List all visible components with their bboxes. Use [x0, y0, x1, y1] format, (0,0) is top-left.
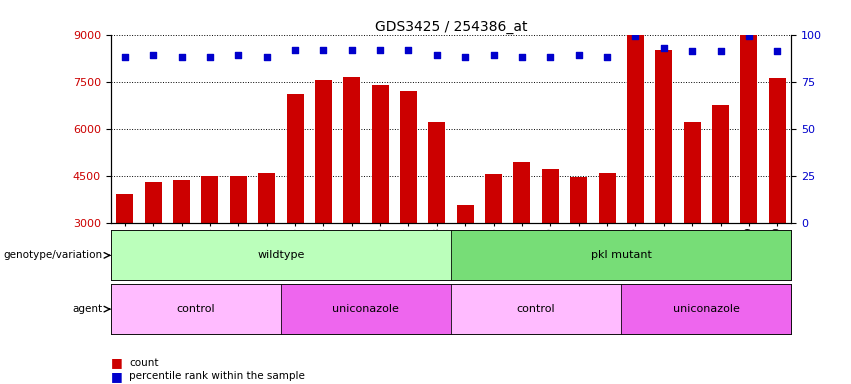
Bar: [712, 105, 729, 223]
Bar: [111, 284, 281, 334]
Bar: [451, 284, 621, 334]
Bar: [598, 172, 615, 223]
Point: [459, 54, 472, 60]
Bar: [740, 35, 757, 223]
Bar: [117, 195, 134, 223]
Text: ■: ■: [111, 370, 123, 383]
Point: [515, 54, 528, 60]
Bar: [287, 94, 304, 223]
Text: uniconazole: uniconazole: [673, 304, 740, 314]
Point: [657, 45, 671, 51]
Point: [572, 52, 585, 58]
Text: count: count: [129, 358, 159, 368]
Bar: [627, 35, 644, 223]
Bar: [400, 91, 417, 223]
Point: [288, 46, 302, 53]
Bar: [315, 80, 332, 223]
Bar: [513, 162, 530, 223]
Bar: [428, 122, 445, 223]
Text: percentile rank within the sample: percentile rank within the sample: [129, 371, 306, 381]
Bar: [457, 205, 474, 223]
Bar: [145, 182, 162, 223]
Point: [742, 33, 756, 40]
Text: wildtype: wildtype: [257, 250, 305, 260]
Bar: [485, 174, 502, 223]
Point: [231, 52, 245, 58]
Point: [770, 48, 784, 55]
Point: [714, 48, 728, 55]
Point: [118, 54, 132, 60]
Point: [317, 46, 330, 53]
Bar: [111, 230, 451, 280]
Point: [345, 46, 358, 53]
Point: [487, 52, 500, 58]
Bar: [621, 284, 791, 334]
Point: [430, 52, 443, 58]
Point: [374, 46, 387, 53]
Bar: [570, 177, 587, 223]
Bar: [683, 122, 700, 223]
Title: GDS3425 / 254386_at: GDS3425 / 254386_at: [374, 20, 528, 33]
Bar: [258, 172, 275, 223]
Bar: [372, 85, 389, 223]
Bar: [173, 180, 190, 223]
Point: [402, 46, 415, 53]
Point: [260, 54, 273, 60]
Text: agent: agent: [72, 304, 102, 314]
Text: ■: ■: [111, 356, 123, 369]
Text: control: control: [517, 304, 556, 314]
Text: pkl mutant: pkl mutant: [591, 250, 652, 260]
Bar: [343, 77, 360, 223]
Text: genotype/variation: genotype/variation: [3, 250, 102, 260]
Bar: [768, 78, 785, 223]
Point: [685, 48, 699, 55]
Bar: [655, 50, 672, 223]
Bar: [230, 176, 247, 223]
Point: [146, 52, 160, 58]
Point: [174, 54, 188, 60]
Bar: [451, 230, 791, 280]
Text: control: control: [176, 304, 215, 314]
Bar: [281, 284, 451, 334]
Point: [544, 54, 557, 60]
Bar: [202, 176, 219, 223]
Bar: [542, 169, 559, 223]
Point: [600, 54, 614, 60]
Text: uniconazole: uniconazole: [333, 304, 399, 314]
Point: [629, 33, 643, 40]
Point: [203, 54, 217, 60]
